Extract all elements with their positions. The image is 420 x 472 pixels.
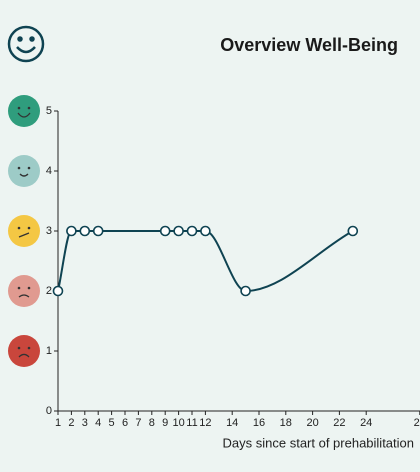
- y-tick-label: 5: [46, 105, 52, 117]
- x-tick-label: 12: [199, 417, 211, 429]
- x-tick-label: 10: [172, 417, 184, 429]
- x-tick-label: 6: [122, 417, 128, 429]
- face: [8, 155, 40, 187]
- mouth: [19, 173, 29, 177]
- x-tick-label: 16: [253, 417, 265, 429]
- eye: [17, 106, 21, 110]
- mouth: [18, 294, 30, 298]
- x-tick-label: 11: [186, 417, 197, 429]
- eye: [27, 346, 31, 350]
- x-tick-label: 28: [414, 417, 420, 429]
- x-tick-label: 14: [226, 417, 238, 429]
- x-tick-label: 22: [333, 417, 345, 429]
- chart-title: Overview Well-Being: [220, 35, 398, 55]
- x-tick-label: 18: [280, 417, 292, 429]
- mouth: [17, 112, 31, 118]
- x-tick-label: 3: [82, 417, 88, 429]
- y-tick-label: 0: [46, 405, 52, 417]
- point: [66, 225, 77, 237]
- eye: [27, 226, 31, 230]
- level-face: [8, 335, 40, 367]
- level-face: [8, 155, 40, 187]
- point: [92, 225, 104, 237]
- y-tick-label: 4: [46, 165, 52, 177]
- mouth: [18, 353, 30, 358]
- face: [8, 275, 40, 307]
- level-face: [8, 215, 40, 247]
- point: [159, 225, 171, 237]
- face: [8, 95, 40, 127]
- level-face: [8, 95, 40, 127]
- eye: [27, 286, 31, 290]
- eye: [17, 166, 21, 170]
- x-tick-label: 5: [109, 417, 115, 429]
- point: [186, 225, 198, 237]
- point: [79, 225, 91, 237]
- eye: [17, 286, 21, 290]
- x-axis-label: Days since start of prehabilitation: [223, 435, 414, 450]
- y-tick-label: 3: [46, 225, 52, 237]
- y-tick-label: 1: [46, 345, 52, 357]
- point: [200, 225, 211, 237]
- x-tick-label: 8: [149, 417, 155, 429]
- x-tick-label: 9: [162, 417, 168, 429]
- x-tick-label: 24: [360, 417, 372, 429]
- eye: [17, 346, 21, 350]
- point: [240, 285, 251, 297]
- x-tick-label: 4: [95, 417, 101, 429]
- face: [8, 215, 40, 247]
- eye: [17, 226, 21, 230]
- face: [8, 335, 40, 367]
- header-smiley: [7, 25, 45, 63]
- point: [173, 225, 184, 237]
- point: [347, 225, 359, 237]
- x-tick-label: 1: [55, 417, 61, 429]
- eye: [27, 106, 31, 110]
- x-tick-label: 20: [306, 417, 318, 429]
- eye: [27, 166, 31, 170]
- x-tick-label: 7: [135, 417, 141, 429]
- point: [52, 285, 64, 297]
- mouth: [18, 232, 30, 238]
- y-tick-label: 2: [46, 285, 52, 297]
- level-face: [8, 275, 40, 307]
- x-tick-label: 2: [68, 417, 74, 429]
